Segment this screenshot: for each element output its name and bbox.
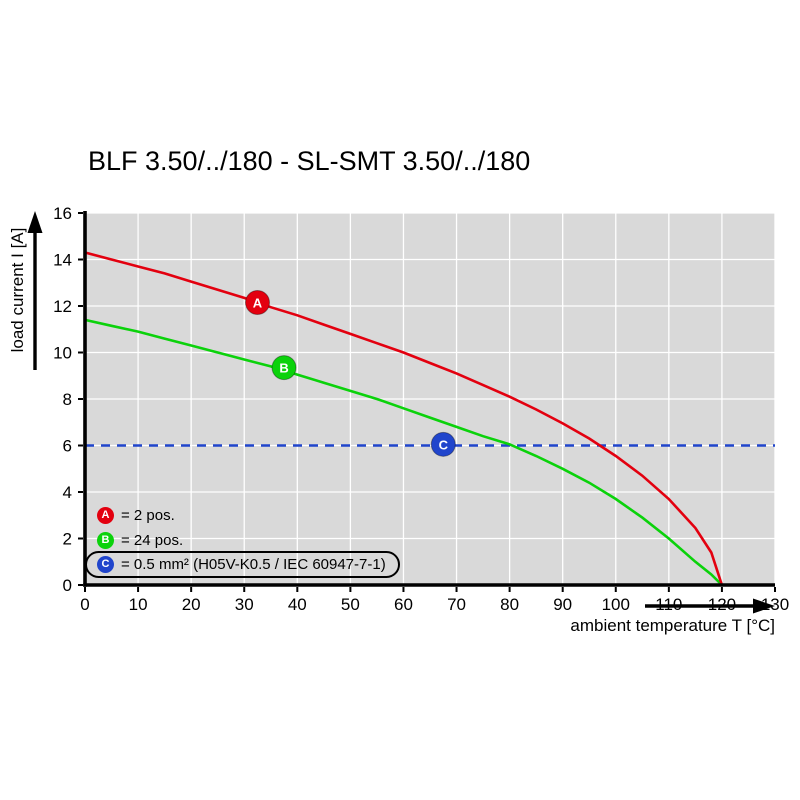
- curve-marker-label-a: A: [253, 296, 263, 311]
- curve-marker-label-c: C: [439, 437, 449, 452]
- x-tick-label: 50: [341, 595, 360, 614]
- legend-label-b: = 24 pos.: [121, 532, 184, 549]
- y-tick-label: 10: [53, 344, 72, 363]
- y-tick-label: 4: [63, 483, 72, 502]
- legend-marker-a: A: [97, 507, 114, 524]
- legend-label-a: = 2 pos.: [121, 507, 175, 524]
- series-curve-a: [84, 251, 724, 586]
- x-tick-label: 60: [394, 595, 413, 614]
- x-tick-label: 100: [602, 595, 630, 614]
- y-tick-label: 8: [63, 390, 72, 409]
- x-tick-label: 0: [80, 595, 89, 614]
- y-tick-label: 6: [63, 437, 72, 456]
- legend-label-c: = 0.5 mm² (H05V-K0.5 / IEC 60947-7-1): [121, 556, 386, 573]
- series-curve-b: [84, 318, 723, 586]
- y-tick-label: 16: [53, 204, 72, 223]
- y-tick-label: 14: [53, 251, 72, 270]
- curve-marker-b: [271, 355, 297, 381]
- curve-marker-a: [245, 290, 270, 316]
- legend-item-b: B = 24 pos.: [97, 532, 183, 549]
- x-tick-label: 30: [235, 595, 254, 614]
- legend-marker-c: C: [97, 556, 114, 573]
- x-tick-label: 70: [447, 595, 466, 614]
- x-axis-label: ambient temperature T [°C]: [570, 616, 775, 635]
- chart-title: BLF 3.50/../180 - SL-SMT 3.50/../180: [88, 146, 531, 176]
- legend-item-a: A = 2 pos.: [97, 507, 175, 524]
- x-tick-label: 80: [500, 595, 519, 614]
- x-tick-label: 40: [288, 595, 307, 614]
- x-tick-label: 90: [553, 595, 572, 614]
- legend-marker-b: B: [97, 532, 114, 549]
- y-axis-arrow-head: [27, 211, 43, 233]
- y-axis-label: load current I [A]: [8, 227, 27, 353]
- y-tick-label: 2: [63, 530, 72, 549]
- x-tick-label: 20: [182, 595, 201, 614]
- y-tick-label: 12: [53, 297, 72, 316]
- legend-item-c: C = 0.5 mm² (H05V-K0.5 / IEC 60947-7-1): [85, 551, 400, 578]
- x-axis-arrow-head: [753, 598, 775, 614]
- curve-marker-label-b: B: [279, 361, 288, 376]
- curve-marker-c: [430, 431, 456, 457]
- y-tick-label: 0: [63, 576, 72, 595]
- x-tick-label: 130: [761, 595, 789, 614]
- x-tick-label: 10: [129, 595, 148, 614]
